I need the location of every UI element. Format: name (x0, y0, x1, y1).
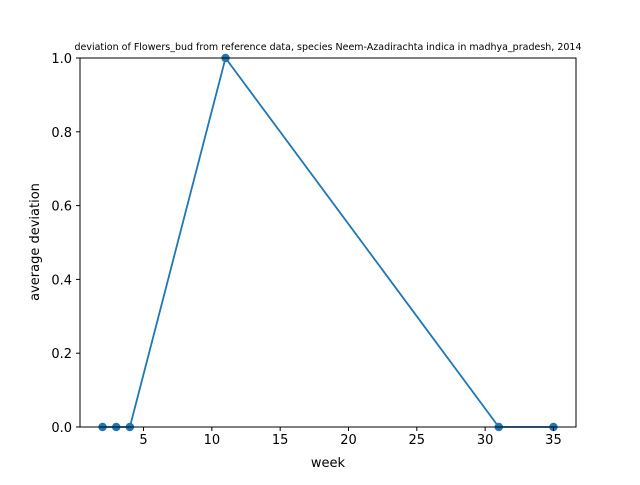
y-tick-label: 0.2 (51, 347, 72, 362)
x-tick-label: 35 (545, 433, 562, 448)
y-tick-label: 0.8 (51, 126, 72, 141)
y-tick-label: 1.0 (51, 52, 72, 67)
x-tick-label: 10 (204, 433, 221, 448)
y-axis-label: average deviation (28, 183, 43, 301)
x-tick-label: 30 (477, 433, 494, 448)
x-tick-label: 5 (139, 433, 147, 448)
x-tick-label: 20 (340, 433, 357, 448)
chart-title: deviation of Flowers_bud from reference … (74, 42, 581, 53)
y-tick-label: 0.4 (51, 273, 72, 288)
x-axis-label: week (311, 456, 346, 471)
x-tick-label: 25 (409, 433, 426, 448)
axes: 5 10 15 20 25 30 35 0.0 0.2 0.4 0.6 0.8 1.0 (51, 52, 577, 448)
y-tick-label: 0.0 (51, 421, 72, 436)
x-tick-label: 15 (272, 433, 289, 448)
y-tick-label: 0.6 (51, 200, 72, 215)
plot-frame (79, 57, 577, 428)
